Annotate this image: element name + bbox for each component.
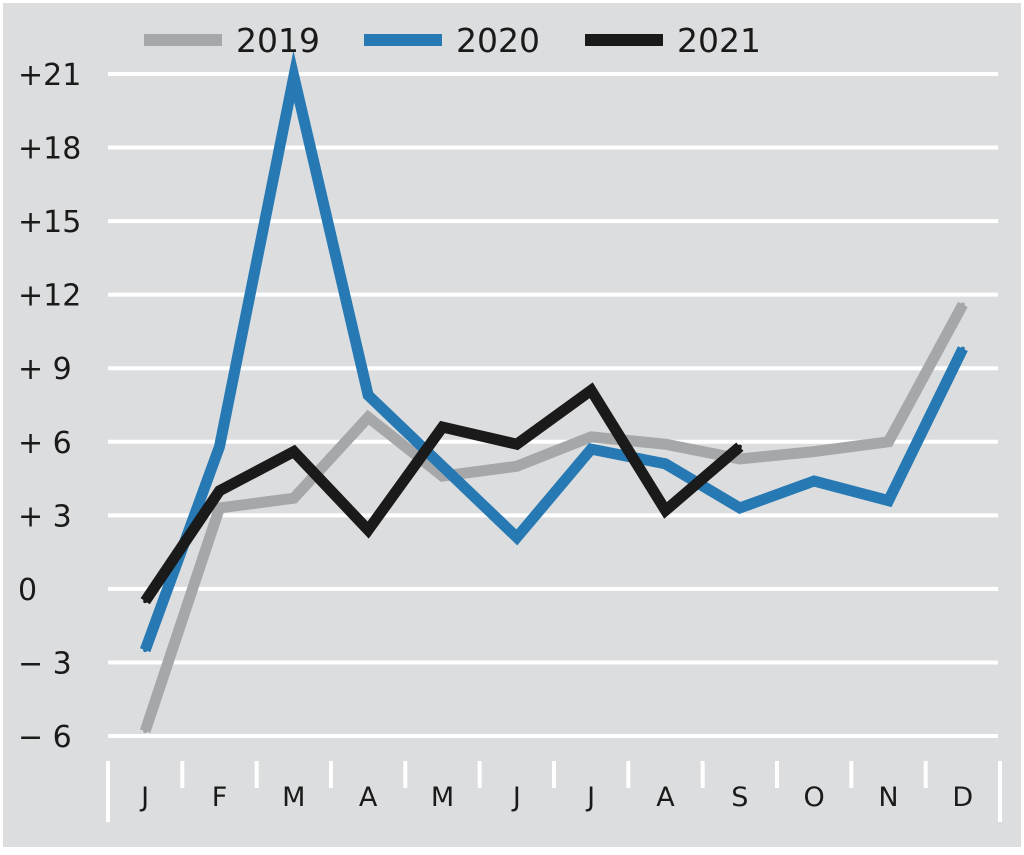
- x-tick-label: F: [212, 782, 228, 813]
- data-point-2020: [589, 447, 594, 452]
- series-lines: [139, 50, 968, 734]
- x-tick-label: O: [804, 782, 825, 813]
- x-tick-label: J: [139, 782, 149, 813]
- legend-label-2020: 2020: [456, 21, 540, 60]
- data-point-2021: [440, 425, 445, 430]
- y-tick-label: 0: [18, 573, 37, 608]
- data-point-2019: [812, 449, 817, 454]
- data-point-2021: [737, 444, 742, 449]
- data-point-2019: [143, 729, 148, 734]
- y-tick-label: +21: [18, 58, 81, 93]
- data-point-2019: [514, 464, 519, 469]
- y-tick-label: − 3: [18, 646, 72, 681]
- data-point-2019: [589, 434, 594, 439]
- data-point-2021: [663, 508, 668, 513]
- data-point-2021: [366, 528, 371, 533]
- data-point-2020: [291, 74, 296, 79]
- data-point-2020: [960, 346, 965, 351]
- data-point-2019: [217, 505, 222, 510]
- x-tick-label: J: [585, 782, 595, 813]
- legend: 2019 2020 2021: [144, 21, 761, 60]
- data-point-2019: [291, 496, 296, 501]
- series-line-2019: [139, 301, 968, 733]
- data-point-2019: [960, 302, 965, 307]
- legend-label-2021: 2021: [677, 21, 761, 60]
- data-point-2019: [737, 456, 742, 461]
- chart-background: [3, 3, 1021, 847]
- x-tick-label: N: [878, 782, 898, 813]
- data-point-2021: [589, 388, 594, 393]
- x-tick-label: A: [359, 782, 378, 813]
- x-tick-label: J: [511, 782, 521, 813]
- y-tick-label: +18: [18, 132, 81, 167]
- data-point-2020: [440, 464, 445, 469]
- data-point-2021: [217, 488, 222, 493]
- data-point-2021: [514, 442, 519, 447]
- data-point-2019: [440, 474, 445, 479]
- data-point-2020: [663, 461, 668, 466]
- y-tick-label: +12: [18, 279, 81, 314]
- y-tick-label: − 6: [18, 720, 72, 755]
- data-point-2019: [663, 442, 668, 447]
- legend-label-2019: 2019: [236, 21, 320, 60]
- data-point-2021: [291, 449, 296, 454]
- x-tick-label: D: [952, 782, 973, 813]
- x-tick-label: S: [731, 782, 748, 813]
- y-axis: +21 +18 +15 +12 + 9 + 6 + 3 0 − 3 − 6: [18, 58, 81, 755]
- series-line-2020: [140, 50, 968, 653]
- gridlines: [108, 72, 998, 738]
- data-point-2020: [143, 648, 148, 653]
- data-point-2020: [514, 535, 519, 540]
- data-point-2020: [886, 498, 891, 503]
- data-point-2020: [812, 479, 817, 484]
- x-tick-label: A: [656, 782, 675, 813]
- data-point-2019: [886, 439, 891, 444]
- y-tick-label: + 9: [18, 352, 72, 387]
- x-tick-label: M: [282, 782, 305, 813]
- data-point-2019: [366, 415, 371, 420]
- y-tick-label: + 6: [18, 426, 72, 461]
- data-point-2020: [217, 444, 222, 449]
- data-point-2020: [366, 393, 371, 398]
- data-point-2020: [737, 505, 742, 510]
- y-tick-label: + 3: [18, 499, 72, 534]
- x-tick-label: M: [431, 782, 454, 813]
- y-tick-label: +15: [18, 205, 81, 240]
- data-point-2021: [143, 599, 148, 604]
